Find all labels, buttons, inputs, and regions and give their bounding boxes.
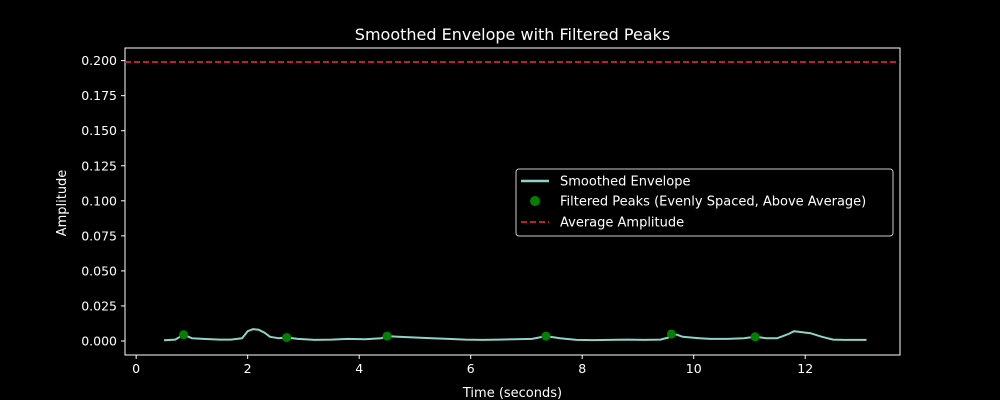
x-tick-label: 2 — [244, 361, 252, 376]
y-tick-label: 0.025 — [81, 298, 117, 313]
legend-average-label: Average Amplitude — [560, 216, 684, 231]
axis-layer: 0 2 4 6 8 10 12 0.000 0.025 0.050 0.075 0.100 0.125 0… — [81, 53, 813, 376]
peak-point — [179, 330, 189, 340]
legend-peaks-label: Filtered Peaks (Evenly Spaced, Above Ave… — [560, 195, 866, 210]
legend: Smoothed Envelope Filtered Peaks (Evenly… — [515, 168, 894, 237]
legend-envelope-label: Smoothed Envelope — [560, 175, 691, 190]
legend-box — [515, 168, 894, 237]
x-tick-label: 10 — [686, 361, 702, 376]
y-tick-label: 0.150 — [81, 123, 117, 138]
y-tick-label: 0.200 — [81, 53, 117, 68]
y-axis-label: Amplitude — [55, 170, 70, 237]
x-tick-label: 8 — [578, 361, 586, 376]
y-tick-label: 0.125 — [81, 158, 117, 173]
x-tick-label: 0 — [132, 361, 140, 376]
peak-point — [382, 331, 392, 341]
peak-point — [666, 329, 676, 339]
legend-peaks-swatch — [530, 196, 540, 206]
peak-point — [541, 331, 551, 341]
peak-point — [750, 332, 760, 342]
envelope-line — [163, 328, 867, 342]
x-axis-label: Time (seconds) — [462, 386, 562, 400]
x-tick-label: 12 — [797, 361, 813, 376]
y-tick-label: 0.175 — [81, 88, 117, 103]
chart-title: Smoothed Envelope with Filtered Peaks — [355, 25, 670, 44]
peak-point — [282, 332, 292, 342]
y-tick-label: 0.050 — [81, 263, 117, 278]
series-layer — [125, 61, 900, 342]
y-tick-label: 0.100 — [81, 193, 117, 208]
y-tick-label: 0.075 — [81, 228, 117, 243]
y-tick-label: 0.000 — [81, 333, 117, 348]
x-tick-label: 6 — [467, 361, 475, 376]
x-tick-label: 4 — [355, 361, 363, 376]
